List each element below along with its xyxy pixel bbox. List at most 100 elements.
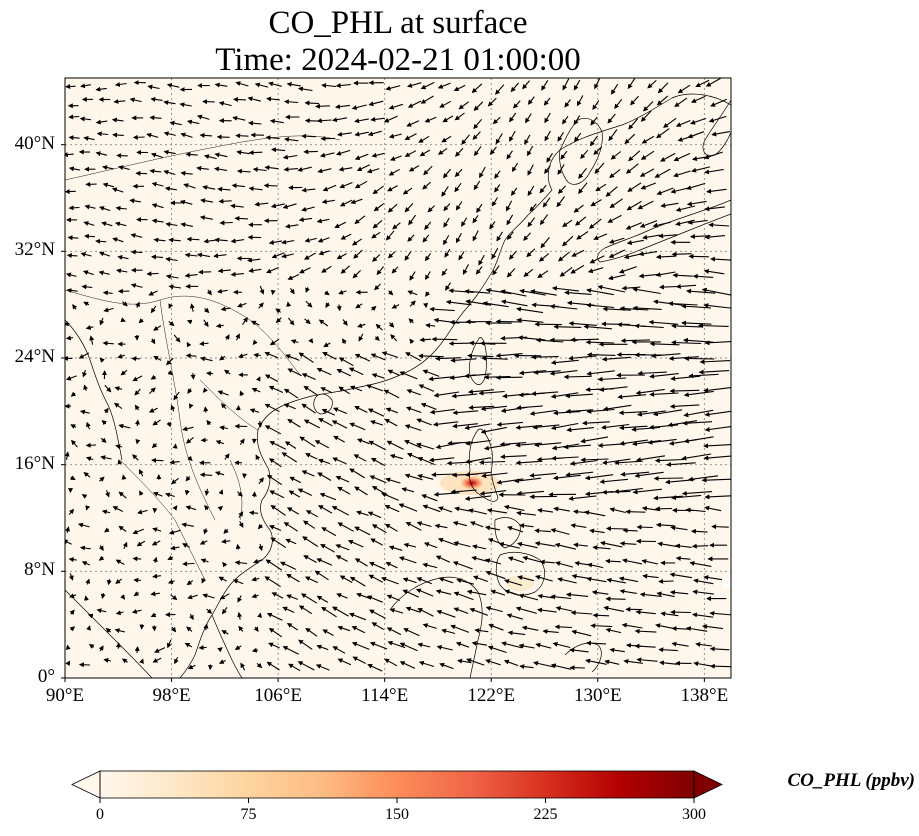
- wind-arrow: [336, 369, 352, 377]
- wind-arrow: [605, 186, 618, 197]
- wind-arrow: [650, 353, 681, 359]
- wind-arrow: [531, 354, 559, 360]
- y-tick-label: 8°N: [24, 559, 55, 581]
- wind-arrow: [215, 323, 224, 329]
- wind-arrow: [285, 538, 297, 545]
- wind-arrow: [373, 203, 385, 212]
- wind-arrow: [99, 206, 111, 212]
- wind-arrow: [270, 289, 276, 296]
- wind-arrow: [538, 253, 550, 262]
- wind-arrow: [247, 96, 261, 102]
- wind-arrow: [498, 541, 520, 549]
- wind-arrow: [134, 646, 140, 654]
- wind-arrow: [422, 369, 440, 377]
- wind-arrow: [687, 219, 708, 225]
- wind-arrow: [369, 475, 387, 484]
- wind-arrow: [136, 540, 146, 547]
- wind-arrow: [576, 95, 584, 107]
- wind-arrow: [580, 457, 609, 463]
- wind-arrow: [671, 251, 692, 257]
- wind-arrow: [578, 182, 588, 194]
- wind-arrow: [571, 249, 585, 257]
- wind-arrow: [372, 219, 383, 229]
- wind-arrow: [132, 375, 143, 382]
- wind-arrow: [353, 249, 363, 259]
- wind-arrow: [495, 133, 503, 145]
- wind-arrow: [635, 388, 665, 396]
- wind-arrow: [168, 237, 181, 243]
- wind-arrow: [137, 509, 148, 515]
- wind-arrow: [301, 206, 315, 212]
- wind-arrow: [199, 356, 213, 362]
- wind-arrow: [80, 252, 92, 257]
- wind-arrow: [516, 405, 543, 411]
- wind-arrow: [553, 506, 570, 512]
- wind-arrow: [703, 387, 731, 393]
- wind-arrow: [472, 214, 479, 224]
- wind-arrow: [115, 205, 127, 211]
- wind-arrow: [638, 251, 658, 257]
- wind-arrow: [206, 419, 212, 426]
- wind-arrow: [391, 303, 400, 309]
- wind-arrow: [338, 166, 353, 172]
- wind-arrow: [199, 132, 213, 138]
- colorbar-body: [100, 771, 694, 798]
- wind-arrow: [130, 249, 143, 255]
- wind-arrow: [217, 268, 231, 274]
- wind-arrow: [442, 115, 454, 123]
- wind-arrow: [336, 304, 342, 312]
- wind-arrow: [166, 83, 180, 88]
- wind-arrow: [268, 239, 283, 245]
- wind-arrow: [636, 524, 653, 530]
- co-hotspot: [458, 475, 486, 491]
- wind-arrow: [163, 169, 176, 176]
- borneo-coastline: [389, 576, 483, 678]
- wind-arrow: [264, 425, 282, 435]
- wind-arrow: [314, 440, 330, 449]
- wind-arrow: [318, 458, 331, 465]
- wind-arrow: [370, 116, 385, 122]
- wind-arrow: [268, 525, 282, 532]
- wind-arrow: [691, 543, 709, 549]
- wind-arrow: [578, 167, 587, 179]
- wind-arrow: [628, 118, 639, 130]
- wind-arrow: [580, 436, 609, 444]
- wind-arrow: [356, 164, 371, 172]
- wind-arrow: [235, 81, 249, 87]
- wind-arrow: [659, 284, 680, 290]
- x-tick-label: 130°E: [573, 685, 622, 706]
- wind-arrow: [214, 152, 228, 158]
- wind-arrow: [568, 321, 597, 327]
- wind-arrow: [298, 352, 314, 363]
- wind-arrow: [617, 394, 647, 400]
- wind-arrow: [218, 489, 224, 495]
- wind-arrow: [213, 253, 227, 259]
- x-ticks: [64, 678, 705, 682]
- wind-arrow: [427, 205, 435, 213]
- wind-arrow: [690, 95, 706, 103]
- wind-arrow: [149, 115, 162, 121]
- wind-arrow: [254, 82, 269, 88]
- wind-arrow: [238, 353, 248, 359]
- wind-arrow: [419, 337, 432, 343]
- wind-arrow: [625, 163, 639, 174]
- wind-arrow: [204, 504, 210, 511]
- wind-arrow: [66, 253, 78, 259]
- wind-arrow: [564, 99, 571, 108]
- wind-arrow: [568, 355, 597, 361]
- wind-arrow: [132, 454, 139, 461]
- wind-arrow: [95, 86, 107, 92]
- wind-arrow: [179, 102, 192, 108]
- wind-arrow: [658, 233, 678, 239]
- wind-arrow: [662, 117, 677, 128]
- wind-arrow: [168, 284, 182, 290]
- wind-arrow: [495, 84, 505, 95]
- wind-arrow: [82, 270, 94, 276]
- wind-arrow: [281, 452, 297, 463]
- colorbar-tick-label: 75: [240, 806, 257, 823]
- taiwan-coastline: [469, 337, 487, 385]
- wind-arrow: [268, 81, 282, 87]
- wind-arrow: [235, 333, 240, 341]
- wind-arrow: [388, 103, 404, 110]
- wind-arrow: [80, 83, 91, 89]
